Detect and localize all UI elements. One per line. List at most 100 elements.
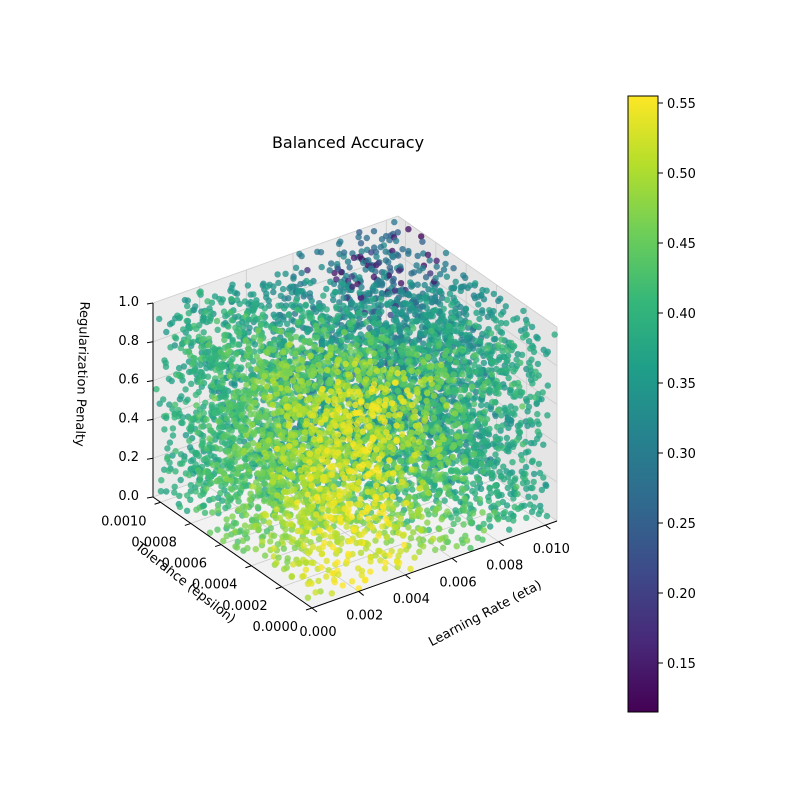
data-point <box>179 373 185 379</box>
data-point <box>323 286 329 292</box>
data-point <box>378 359 384 365</box>
data-point <box>199 337 205 343</box>
data-point <box>392 287 398 293</box>
data-point <box>233 351 239 357</box>
data-point <box>281 489 287 495</box>
data-point <box>197 492 203 498</box>
data-point <box>222 332 228 338</box>
data-point <box>313 327 319 333</box>
data-point <box>351 255 357 261</box>
data-point <box>341 249 347 255</box>
data-point <box>383 257 389 263</box>
data-point <box>263 512 269 518</box>
data-point <box>327 344 333 350</box>
data-point <box>304 267 310 273</box>
data-point <box>444 297 450 303</box>
data-point <box>301 388 307 394</box>
data-point <box>256 357 262 363</box>
data-point <box>453 322 459 328</box>
data-point <box>224 415 230 421</box>
data-point <box>473 310 479 316</box>
data-point <box>225 323 231 329</box>
data-point <box>371 359 377 365</box>
data-point <box>383 233 389 239</box>
data-point <box>153 386 159 392</box>
data-point <box>286 443 292 449</box>
data-point <box>278 494 284 500</box>
data-point <box>393 238 399 244</box>
data-point <box>290 275 296 281</box>
data-point <box>246 316 252 322</box>
data-point <box>335 356 341 362</box>
data-point <box>356 310 362 316</box>
data-points <box>153 219 558 601</box>
data-point <box>172 484 178 490</box>
data-point <box>414 318 420 324</box>
data-point <box>251 335 257 341</box>
data-point <box>280 456 286 462</box>
data-point <box>491 291 497 297</box>
data-point <box>266 519 272 525</box>
data-point <box>286 404 292 410</box>
data-point <box>228 460 234 466</box>
data-point <box>387 339 393 345</box>
data-point <box>187 497 193 503</box>
data-point <box>356 274 362 280</box>
data-point <box>228 485 234 491</box>
data-point <box>278 328 284 334</box>
data-point <box>207 318 213 324</box>
data-point <box>316 303 322 309</box>
data-point <box>434 263 440 269</box>
data-point <box>197 379 203 385</box>
data-point <box>244 545 250 551</box>
data-point <box>284 371 290 377</box>
data-point <box>205 374 211 380</box>
data-point <box>302 429 308 435</box>
data-point <box>178 393 184 399</box>
data-point <box>172 468 178 474</box>
data-point <box>425 252 431 258</box>
data-point <box>223 476 229 482</box>
data-point <box>166 460 172 466</box>
data-point <box>346 401 352 407</box>
data-point <box>343 524 349 530</box>
data-point <box>403 301 409 307</box>
data-point <box>182 386 188 392</box>
data-point <box>258 332 264 338</box>
data-point <box>285 295 291 301</box>
data-point <box>202 510 208 516</box>
data-point <box>242 448 248 454</box>
data-point <box>197 407 203 413</box>
data-point <box>379 290 385 296</box>
data-point <box>308 496 314 502</box>
data-point <box>242 483 248 489</box>
data-point <box>368 265 374 271</box>
data-point <box>178 477 184 483</box>
data-point <box>289 539 295 545</box>
data-point <box>462 275 468 281</box>
data-point <box>253 546 259 552</box>
data-point <box>305 328 311 334</box>
data-point <box>303 302 309 308</box>
data-point <box>203 416 209 422</box>
data-point <box>299 357 305 363</box>
data-point <box>277 321 283 327</box>
data-point <box>164 445 170 451</box>
data-point <box>194 429 200 435</box>
data-point <box>297 560 303 566</box>
data-point <box>254 485 260 491</box>
data-point <box>240 538 246 544</box>
data-point <box>181 363 187 369</box>
data-point <box>441 266 447 272</box>
data-point <box>292 440 298 446</box>
data-point <box>303 567 309 573</box>
data-point <box>340 295 346 301</box>
data-point <box>444 274 450 280</box>
data-point <box>330 544 336 550</box>
data-point <box>298 406 304 412</box>
data-point <box>319 456 325 462</box>
data-point <box>270 487 276 493</box>
data-point <box>167 321 173 327</box>
data-point <box>294 499 300 505</box>
data-point <box>204 454 210 460</box>
